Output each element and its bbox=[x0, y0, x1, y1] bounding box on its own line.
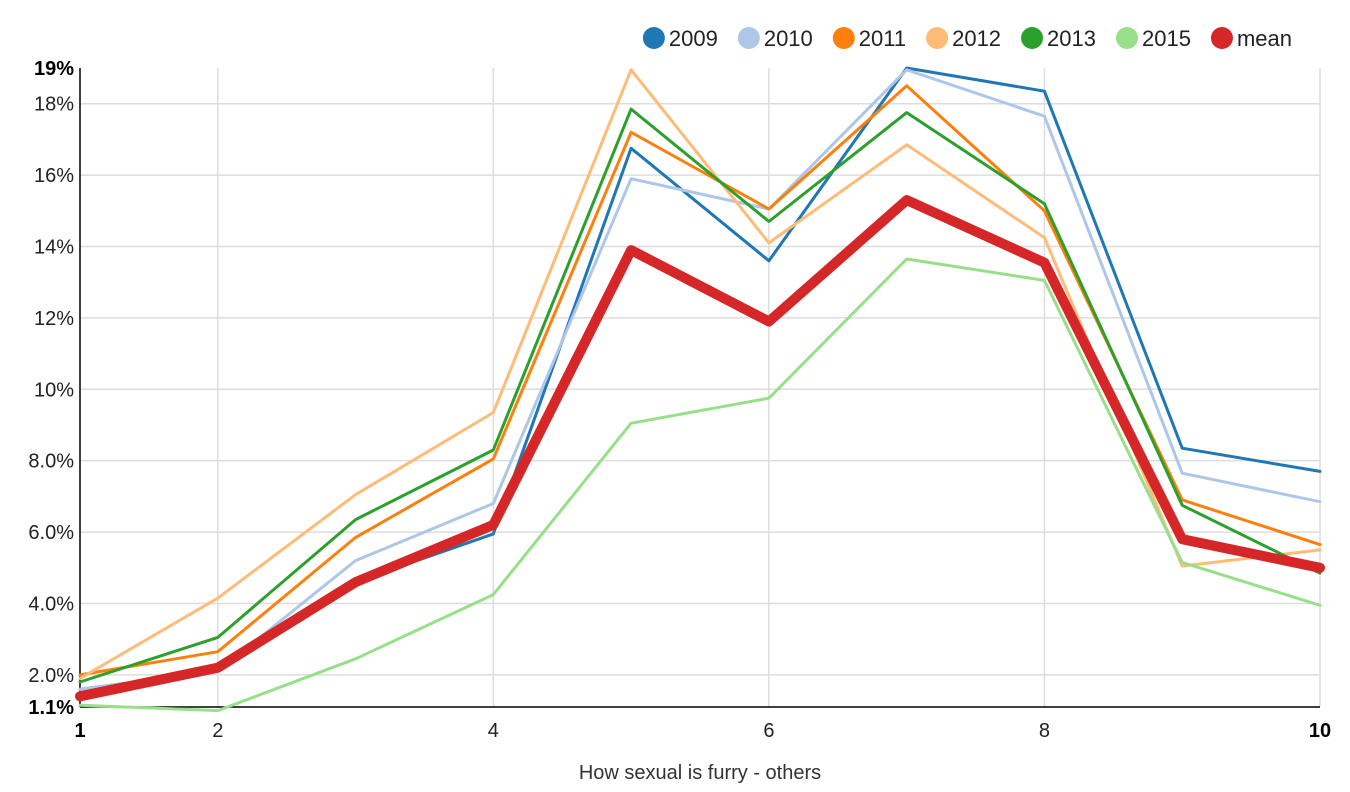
legend-swatch bbox=[1210, 27, 1233, 49]
y-tick-label: 2.0% bbox=[28, 665, 74, 687]
legend: 2009 2010 2011 2012 2013 2015 mean bbox=[642, 26, 1292, 51]
y-tick-label: 1.1% bbox=[28, 697, 74, 719]
y-tick-label: 4.0% bbox=[28, 593, 74, 615]
legend-item-2012[interactable]: 2012 bbox=[926, 26, 1001, 51]
legend-label: 2012 bbox=[952, 26, 1001, 51]
legend-swatch bbox=[737, 27, 760, 49]
y-tick-label: 19% bbox=[34, 58, 74, 80]
legend-label: 2013 bbox=[1047, 26, 1096, 51]
series-line-2011 bbox=[78, 84, 1322, 677]
legend-swatch bbox=[832, 27, 855, 49]
x-tick-label: 10 bbox=[1309, 720, 1331, 742]
legend-item-2015[interactable]: 2015 bbox=[1116, 26, 1191, 51]
series-line-2013 bbox=[78, 107, 1322, 684]
y-tick-label: 12% bbox=[34, 308, 74, 330]
series-line-2010 bbox=[78, 68, 1322, 691]
series-line-2015 bbox=[78, 257, 1322, 713]
legend-swatch bbox=[1116, 27, 1138, 49]
legend-label: mean bbox=[1237, 26, 1292, 51]
x-tick-label: 2 bbox=[212, 720, 223, 742]
legend-swatch bbox=[642, 27, 665, 49]
legend-item-2009[interactable]: 2009 bbox=[642, 26, 718, 51]
legend-label: 2010 bbox=[764, 26, 813, 51]
axes bbox=[79, 68, 1320, 708]
y-tick-label: 14% bbox=[34, 236, 74, 258]
tick-labels: 1 2 4 6 8 10 1.1% 2.0% 4.0% 6.0% 8.0% 10% 12% 14% 16% 1… bbox=[28, 58, 1331, 742]
legend-label: 2009 bbox=[669, 26, 718, 51]
x-tick-label: 6 bbox=[763, 720, 774, 742]
y-tick-label: 18% bbox=[34, 94, 74, 116]
grid bbox=[80, 68, 1321, 707]
legend-label: 2015 bbox=[1142, 26, 1191, 51]
legend-swatch bbox=[1021, 27, 1044, 49]
y-tick-label: 16% bbox=[34, 165, 74, 187]
x-tick-label: 4 bbox=[488, 720, 499, 742]
legend-item-2013[interactable]: 2013 bbox=[1021, 26, 1096, 51]
x-tick-label: 8 bbox=[1039, 720, 1050, 742]
x-axis-title: How sexual is furry - others bbox=[579, 762, 821, 784]
y-tick-label: 8.0% bbox=[28, 451, 74, 473]
series-lines bbox=[75, 66, 1325, 713]
legend-item-2010[interactable]: 2010 bbox=[737, 26, 813, 51]
x-tick-label: 1 bbox=[74, 720, 85, 742]
y-tick-label: 10% bbox=[34, 379, 74, 401]
legend-item-2011[interactable]: 2011 bbox=[832, 26, 906, 51]
series-line-2012 bbox=[78, 68, 1322, 680]
legend-swatch bbox=[926, 27, 949, 49]
legend-label: 2011 bbox=[859, 26, 906, 51]
legend-item-mean[interactable]: mean bbox=[1210, 26, 1292, 51]
series-line-mean bbox=[75, 195, 1325, 702]
y-tick-label: 6.0% bbox=[28, 522, 74, 544]
